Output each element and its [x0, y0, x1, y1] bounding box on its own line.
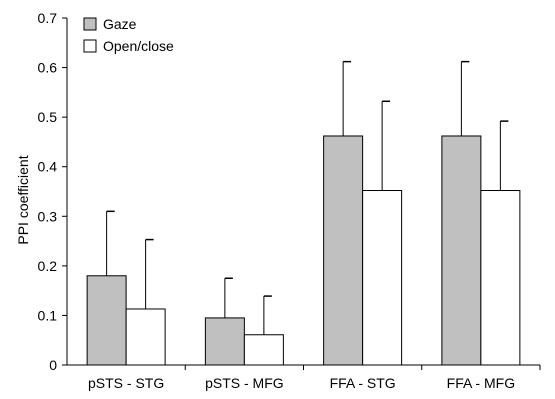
- y-tick-label: 0.3: [38, 208, 58, 224]
- legend: Gaze Open/close: [83, 16, 174, 54]
- y-tick-label: 0.7: [38, 10, 58, 26]
- legend-swatch: [83, 17, 97, 31]
- y-tick-label: 0.6: [38, 60, 58, 76]
- bar-gaze: [204, 317, 245, 366]
- bar-gaze: [441, 135, 482, 366]
- legend-label: Gaze: [103, 16, 137, 32]
- error-bars-group: [106, 60, 509, 335]
- y-tick-label: 0.2: [38, 258, 58, 274]
- y-tick-label: 0.1: [38, 307, 58, 323]
- x-category-label: pSTS - STG: [88, 375, 164, 391]
- y-tick-label: 0.5: [38, 109, 58, 125]
- legend-label: Open/close: [103, 38, 174, 54]
- legend-swatch: [83, 39, 97, 53]
- bars-group: [86, 135, 521, 366]
- x-axis-labels: pSTS - STG pSTS - MFG FFA - STG FFA - MFG: [88, 365, 541, 391]
- y-tick-label: 0.4: [38, 159, 58, 175]
- x-category-label: FFA - MFG: [447, 375, 515, 391]
- bar-open-close: [125, 308, 166, 366]
- bar-open-close: [362, 190, 403, 366]
- y-tick-label: 0: [49, 357, 57, 373]
- bar-open-close: [243, 334, 284, 366]
- y-axis-title: PPI coefficient: [15, 155, 31, 244]
- bar-open-close: [480, 190, 521, 366]
- x-category-label: pSTS - MFG: [205, 375, 284, 391]
- bar-gaze: [86, 275, 127, 366]
- y-axis-ticks: 0 0.1 0.2 0.3 0.4 0.5 0.6 0.7: [38, 10, 67, 373]
- bar-gaze: [323, 135, 364, 366]
- x-category-label: FFA - STG: [330, 375, 396, 391]
